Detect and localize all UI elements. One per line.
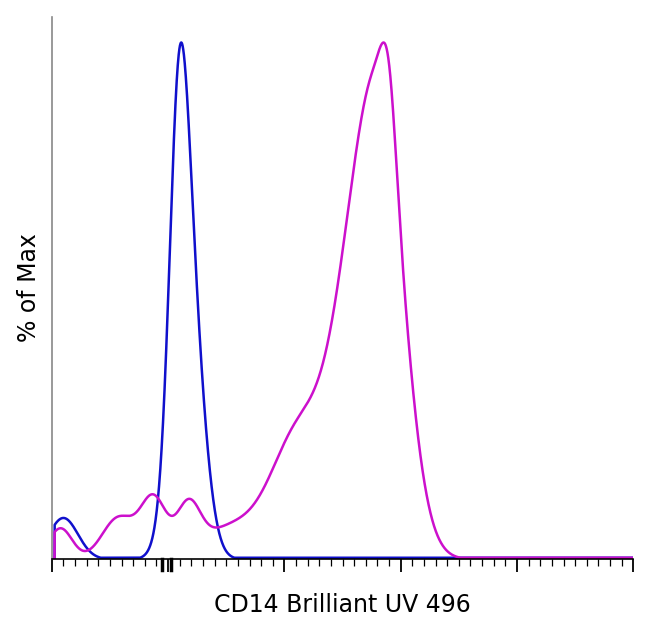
Y-axis label: % of Max: % of Max bbox=[17, 233, 41, 342]
X-axis label: CD14 Brilliant UV 496: CD14 Brilliant UV 496 bbox=[214, 593, 471, 618]
